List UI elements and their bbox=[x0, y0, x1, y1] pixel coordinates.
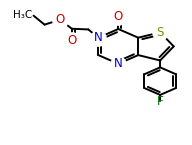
Text: N: N bbox=[94, 31, 103, 44]
Text: O: O bbox=[114, 10, 123, 23]
Text: N: N bbox=[114, 57, 123, 70]
Text: F: F bbox=[157, 95, 163, 108]
Text: S: S bbox=[156, 26, 164, 39]
Text: O: O bbox=[55, 13, 65, 26]
Text: O: O bbox=[67, 34, 76, 47]
Text: H₃C: H₃C bbox=[13, 10, 33, 20]
